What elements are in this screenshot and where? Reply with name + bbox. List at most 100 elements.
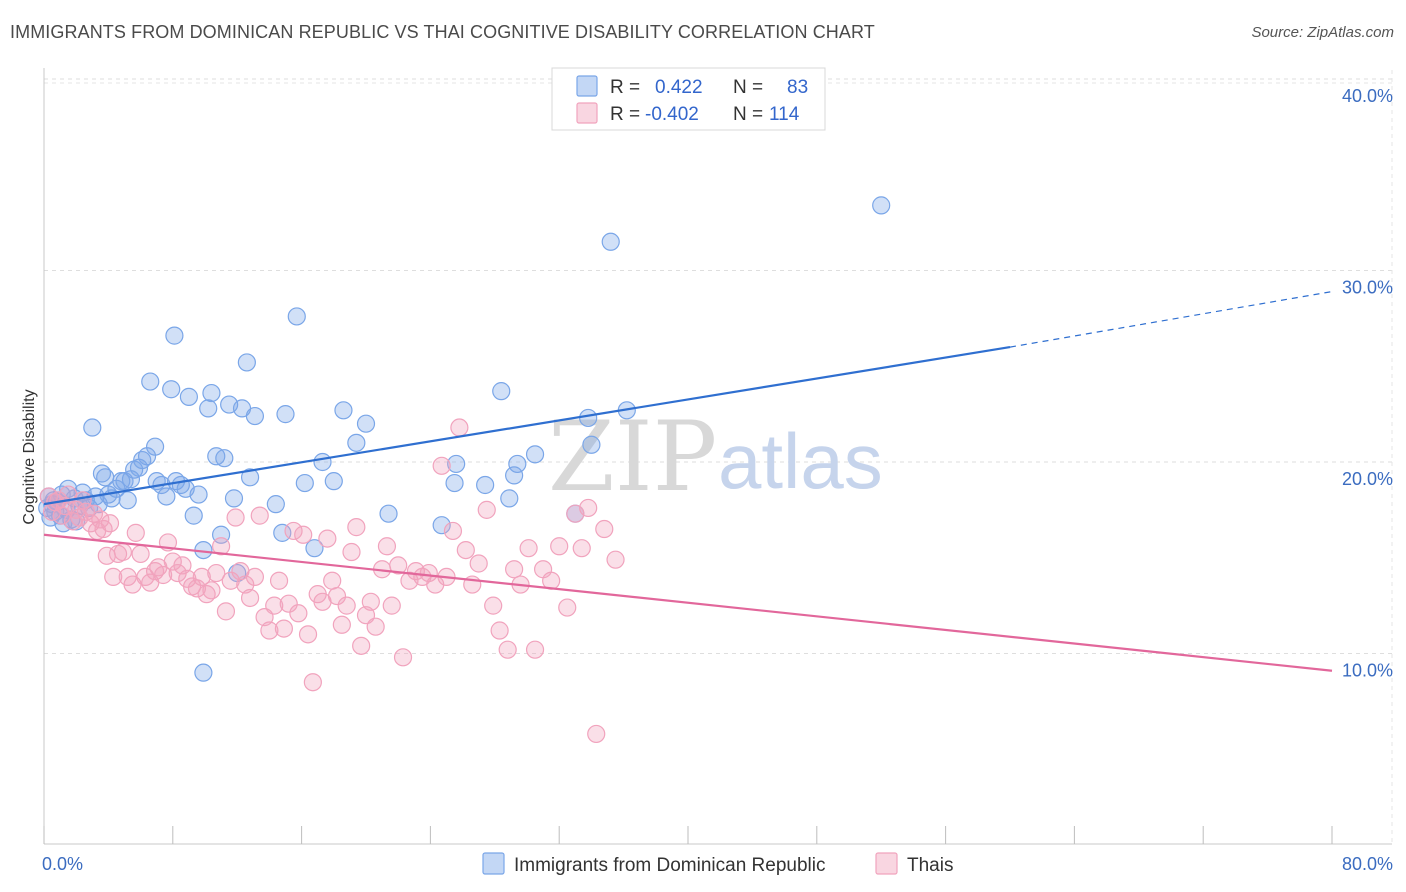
- legend-swatch-thai: [576, 102, 598, 124]
- source-label: Source: ZipAtlas.com: [1251, 24, 1394, 41]
- x-tick-labels: 0.0% 80.0%: [42, 854, 1393, 874]
- point-dominican-65: [287, 307, 306, 326]
- y-tick-label-2: 30.0%: [1342, 278, 1393, 298]
- watermark: ZIP atlas: [548, 401, 883, 513]
- point-dominican-77: [476, 475, 495, 495]
- point-thai-18: [100, 514, 120, 533]
- point-dominican-35: [141, 372, 160, 391]
- point-thai-58: [289, 604, 308, 623]
- point-dominican-39: [157, 487, 176, 506]
- point-thai-89: [456, 540, 475, 560]
- point-thai-41: [207, 563, 226, 583]
- point-dominican-61: [165, 326, 184, 345]
- point-thai-34: [173, 556, 192, 575]
- point-thai-42: [212, 537, 231, 556]
- correlation-legend: R = 0.422 N = 83 R = -0.402 N = 114: [551, 67, 826, 131]
- point-thai-37: [187, 579, 207, 598]
- point-dominican-48: [199, 399, 218, 418]
- point-dominican-81: [508, 454, 527, 474]
- point-thai-83: [419, 563, 438, 583]
- series-dominican-points: [38, 196, 891, 682]
- point-thai-108: [595, 519, 614, 539]
- point-thai-98: [519, 539, 538, 558]
- point-dominican-59: [245, 406, 265, 426]
- point-thai-77: [382, 596, 401, 615]
- legend-n-value-thai: 114: [769, 104, 800, 125]
- point-thai-67: [332, 615, 351, 634]
- point-thai-99: [525, 640, 545, 659]
- point-thai-109: [606, 550, 625, 569]
- point-thai-19: [104, 567, 123, 587]
- y-tick-label-3: 40.0%: [1342, 86, 1393, 106]
- point-thai-79: [393, 648, 413, 667]
- point-thai-78: [389, 556, 408, 575]
- point-thai-48: [240, 588, 260, 608]
- point-thai-64: [318, 529, 337, 548]
- point-thai-47: [236, 575, 255, 594]
- point-thai-45: [226, 508, 245, 527]
- point-dominican-76: [447, 454, 466, 474]
- point-thai-66: [327, 586, 347, 606]
- point-thai-93: [484, 596, 503, 615]
- point-dominican-64: [276, 405, 295, 424]
- point-dominican-66: [295, 473, 314, 493]
- series-thai-points: [39, 418, 625, 744]
- point-dominican-19: [83, 418, 102, 437]
- legend-n-label-thai: N =: [733, 104, 763, 125]
- point-thai-54: [269, 571, 289, 590]
- point-dominican-57: [237, 353, 256, 372]
- point-dominican-86: [601, 232, 620, 251]
- point-thai-96: [505, 560, 524, 579]
- point-thai-59: [294, 525, 313, 544]
- legend-r-value-dominican: 0.422: [655, 77, 703, 98]
- point-dominican-73: [379, 504, 398, 523]
- point-dominican-44: [179, 387, 198, 406]
- point-thai-25: [131, 544, 150, 564]
- point-thai-68: [337, 596, 356, 615]
- point-thai-102: [550, 537, 569, 556]
- point-thai-106: [579, 498, 598, 518]
- point-dominican-75: [445, 473, 464, 493]
- point-thai-32: [163, 552, 182, 571]
- trend-lines: [43, 290, 1333, 672]
- point-thai-30: [154, 565, 173, 585]
- point-dominican-68: [313, 452, 332, 472]
- point-dominican-72: [356, 414, 376, 433]
- x-tick-label-1: 80.0%: [1342, 854, 1393, 874]
- point-thai-21: [113, 542, 132, 562]
- point-dominican-49: [202, 383, 221, 403]
- point-thai-15: [91, 510, 110, 529]
- series-legend-label-thai: Thais: [907, 855, 953, 876]
- point-dominican-84: [579, 408, 598, 428]
- legend-r-label-thai: R =: [610, 104, 640, 125]
- point-dominican-29: [118, 491, 137, 510]
- watermark-zip: ZIP: [548, 401, 717, 513]
- trend-line-dominican: [43, 346, 1011, 506]
- point-dominican-69: [324, 472, 343, 491]
- point-thai-95: [498, 640, 517, 659]
- point-dominican-82: [525, 445, 545, 464]
- point-dominican-40: [162, 380, 181, 399]
- point-dominican-79: [500, 489, 519, 508]
- point-thai-85: [432, 456, 451, 475]
- chart-title: IMMIGRANTS FROM DOMINICAN REPUBLIC VS TH…: [10, 22, 875, 42]
- point-dominican-71: [347, 433, 366, 452]
- point-thai-52: [260, 621, 279, 640]
- point-dominican-46: [189, 485, 208, 504]
- x-tick-label-0: 0.0%: [42, 854, 83, 874]
- point-thai-57: [284, 521, 303, 541]
- point-dominican-80: [505, 466, 524, 485]
- trend-line-dominican-extension: [1009, 290, 1333, 348]
- point-dominican-60: [194, 663, 213, 682]
- point-thai-53: [265, 596, 284, 615]
- point-thai-40: [202, 581, 221, 600]
- point-thai-56: [279, 594, 298, 613]
- legend-n-value-dominican: 83: [787, 77, 808, 98]
- point-thai-74: [366, 617, 385, 636]
- point-thai-49: [245, 567, 265, 587]
- watermark-atlas: atlas: [718, 417, 883, 505]
- point-thai-69: [342, 542, 361, 562]
- point-dominican-74: [432, 516, 451, 535]
- legend-n-label-dominican: N =: [733, 77, 763, 98]
